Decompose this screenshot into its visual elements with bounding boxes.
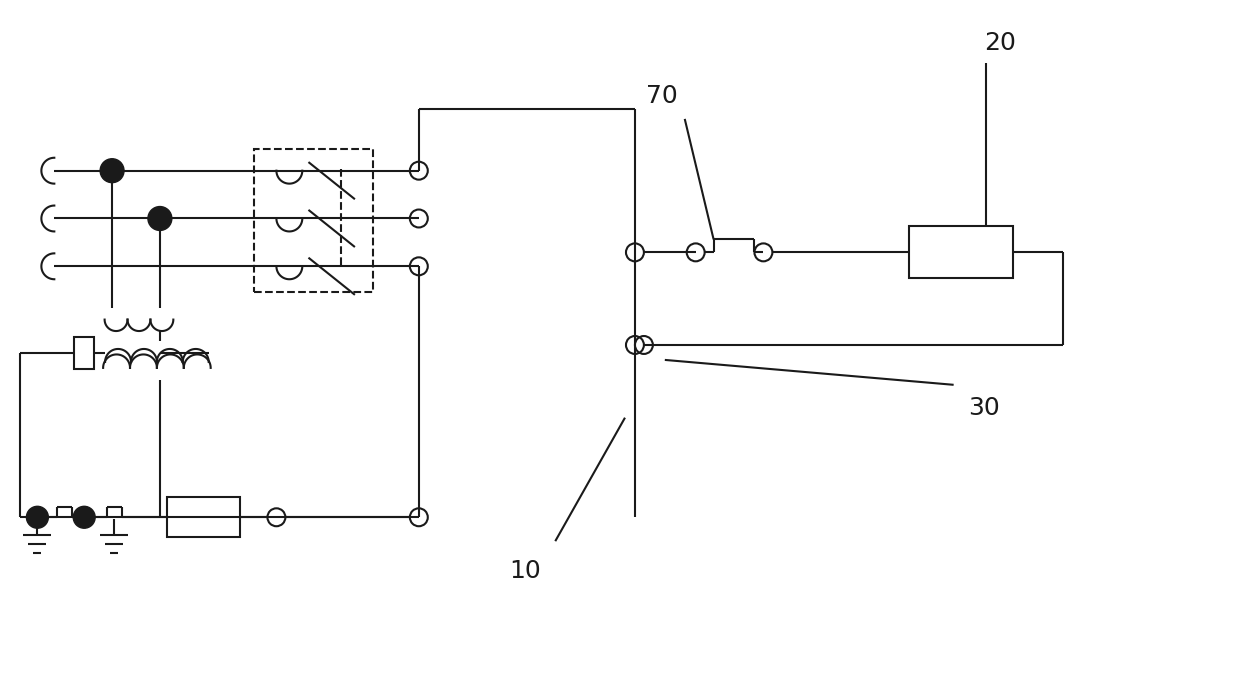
Circle shape xyxy=(26,507,48,528)
Circle shape xyxy=(148,207,172,231)
Text: 30: 30 xyxy=(967,396,999,420)
Bar xyxy=(909,226,1013,278)
Circle shape xyxy=(100,158,124,183)
Bar xyxy=(167,497,239,537)
Bar xyxy=(253,149,373,292)
Text: 10: 10 xyxy=(510,559,542,583)
Bar xyxy=(74,337,94,369)
Text: 20: 20 xyxy=(985,31,1017,55)
Text: 70: 70 xyxy=(646,84,678,108)
Circle shape xyxy=(73,507,95,528)
